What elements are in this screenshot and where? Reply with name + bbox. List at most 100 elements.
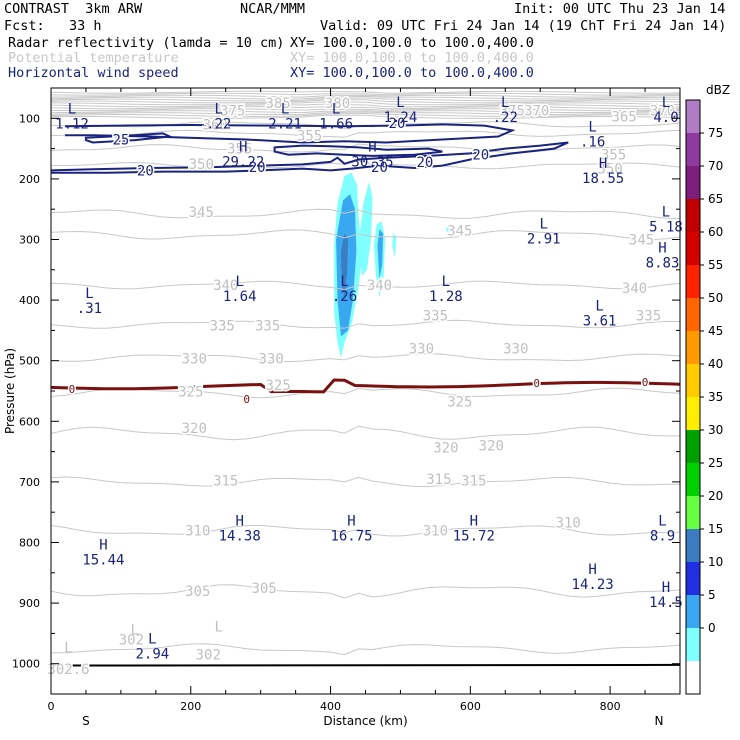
colorbar-swatch [686,166,700,200]
wind-20-contour-inner [273,144,443,157]
theta-line [51,280,680,291]
extremum-value: .26 [332,289,357,305]
colorbar-label: 65 [708,192,723,206]
theta-label: 330 [259,351,284,367]
y-tick-label: 300 [19,234,40,247]
refl-5dbz-fleck [445,226,450,234]
wind-label: 20 [371,160,388,176]
extremum-value: 1.28 [429,289,463,305]
theta-label: 375 [500,103,525,119]
colorbar-swatch [686,661,700,695]
wind-label: 20 [416,155,433,171]
low-marker: L [215,101,223,117]
colorbar-label: 60 [708,225,723,239]
low-marker: L [501,95,509,111]
colorbar-label: 20 [708,489,723,503]
colorbar-swatch [686,628,700,662]
high-marker: H [347,513,355,529]
extremum-value: 29.22 [222,154,264,170]
theta-line [51,353,680,363]
refl-5dbz-fourth [392,232,397,258]
low-marker: L [332,101,340,117]
extremum-value: 16.75 [330,528,372,544]
low-marker: L [131,622,139,638]
high-marker: H [658,241,666,257]
field-wind-name: Horizontal wind speed [8,65,179,81]
theta-label: 305 [185,584,210,600]
init-time: Init: 00 UTC Thu 23 Jan 14 [514,1,726,17]
high-marker: H [239,139,247,155]
theta-label: 320 [433,440,458,456]
theta-label: 335 [210,319,235,335]
extremum-value: 1.64 [223,289,257,305]
y-tick-label: 500 [19,355,40,368]
theta-line [51,95,680,100]
colorbar-swatch [686,595,700,629]
colorbar-unit: dBZ [706,83,730,97]
y-tick-label: 800 [19,537,40,550]
theta-label: 380 [325,96,350,112]
theta-line [51,111,680,116]
low-marker: L [539,216,547,232]
y-tick-label: 700 [19,476,40,489]
extremum-value: 8.9 [650,528,675,544]
refl-5dbz-second [358,181,373,276]
theta-label: 385 [265,96,290,112]
y-tick-label: 400 [19,294,40,307]
low-marker: L [340,274,348,290]
theta-line [51,643,680,656]
y-axis-label: Pressure (hPa) [3,348,17,434]
zero-line-label: 0 [243,393,250,406]
theta-label: 302.6 [47,662,89,678]
extremum-value: 14.5 [649,595,683,611]
x-tick-label: 400 [320,700,341,713]
theta-label: 315 [461,474,486,490]
zero-line-label: 0 [533,377,540,390]
extremum-value: .22 [206,116,231,132]
field-reflectivity-xy: XY= 100.0,100.0 to 100.0,400.0 [290,35,534,51]
colorbar-swatch [686,430,700,464]
theta-line [51,476,680,488]
low-marker: L [662,204,670,220]
extremum-value: 15.44 [82,553,124,569]
extremum-value: .16 [580,134,605,150]
extremum-value: 5.18 [649,219,683,235]
extremum-value: 1.24 [384,110,418,126]
wind-label: 20 [472,148,489,164]
extremum-value: 1.66 [319,116,353,132]
theta-line [51,425,680,441]
wind-25-contour-inner [84,132,174,144]
colorbar-swatch [686,496,700,530]
valid-time: Valid: 09 UTC Fri 24 Jan 14 (19 ChT Fri … [320,18,727,34]
field-theta-xy: XY= 100.0,100.0 to 100.0,400.0 [290,50,534,66]
y-tick-label: 1000 [12,658,40,671]
extremum-value: 14.38 [219,528,261,544]
low-marker: L [396,95,404,111]
colorbar-label: 40 [708,357,723,371]
extremum-value: 30.35 [351,154,393,170]
theta-label: 370 [650,103,675,119]
wind-contours [51,123,569,174]
theta-line [51,112,680,118]
extremum-value: 2.91 [527,231,561,247]
reflectivity-fill [334,172,450,358]
theta-label: 350 [597,162,622,178]
colorbar-swatch [686,232,700,266]
theta-label: 355 [601,148,626,164]
y-tick-label: 900 [19,597,40,610]
theta-line [51,97,680,102]
colorbar-label: 0 [708,621,716,635]
forecast-hour: Fcst: 33 h [4,18,102,34]
field-wind-xy: XY= 100.0,100.0 to 100.0,400.0 [290,65,534,81]
wind-label: 20 [249,160,266,176]
x-tick-label: 0 [48,700,55,713]
low-marker: L [442,274,450,290]
theta-label: 330 [409,342,434,358]
colorbar-swatch [686,100,700,134]
theta-label: 345 [189,205,214,221]
y-tick-label: 200 [19,173,40,186]
zero-line [51,378,680,394]
